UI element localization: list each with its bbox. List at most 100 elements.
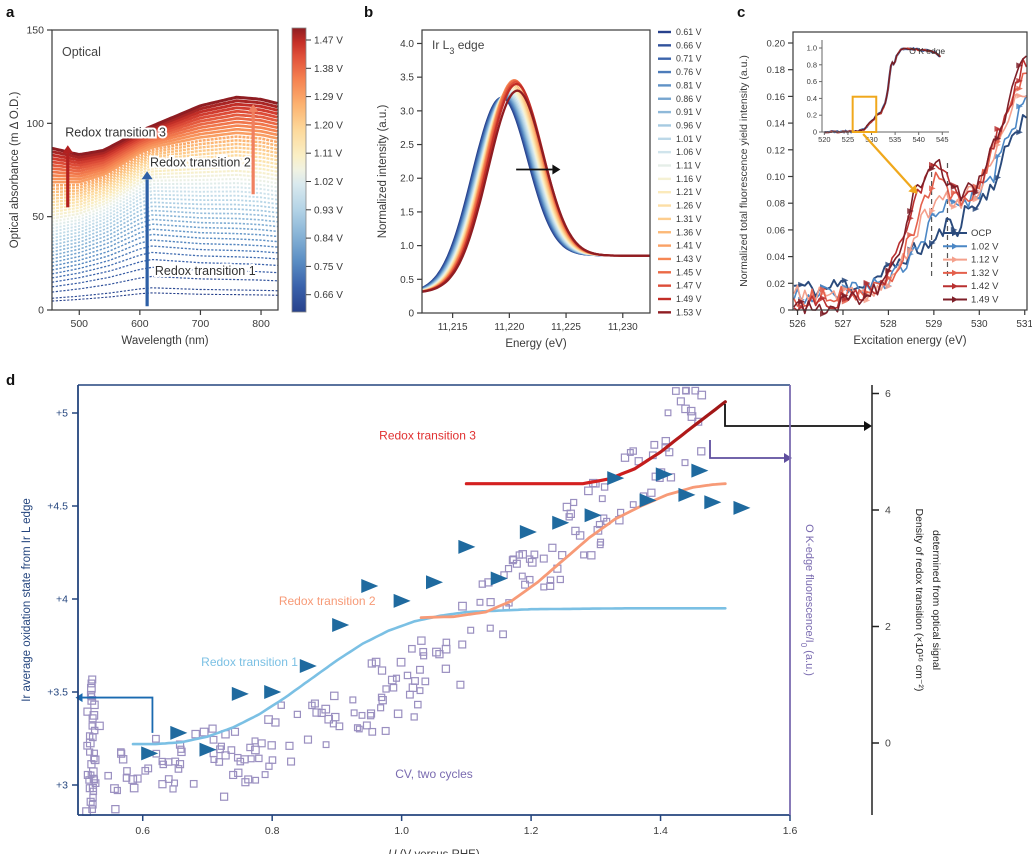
cv-point: [499, 630, 507, 639]
cv-point: [671, 387, 680, 395]
oxidation-state-point: [458, 539, 476, 554]
black-density-arrow-head: [864, 421, 872, 431]
cv-point: [247, 755, 255, 763]
annotation-cv-two-cycles: CV, two cycles: [395, 767, 473, 781]
spectrum-curve: [51, 197, 278, 240]
cv-point: [410, 713, 418, 721]
cv-point: [396, 657, 406, 667]
redox-annotation: Redox transition 3: [65, 126, 166, 140]
cv-point: [664, 409, 672, 417]
x-tick-label: 0.6: [135, 825, 150, 837]
cv-point: [151, 734, 160, 743]
colorbar-tick-label: 1.47 V: [314, 36, 343, 47]
y-tick-label: 0: [408, 309, 414, 320]
cv-point: [104, 771, 112, 780]
spectrum-curve: [51, 120, 278, 176]
cv-point: [598, 495, 606, 503]
y-tick-label: 2.0: [400, 174, 414, 185]
y-tick-label: 4.0: [400, 39, 414, 50]
x-tick-label: 531: [1016, 319, 1032, 330]
cv-point: [208, 724, 217, 733]
annotation-redox-transition-3: Redox transition 3: [379, 428, 476, 442]
curve-marker: [929, 185, 936, 192]
cv-point: [682, 387, 690, 395]
cv-point: [486, 624, 494, 632]
spectrum-curve: [51, 266, 278, 288]
spectrum-curve: [51, 218, 278, 257]
oxidation-state-point: [141, 746, 159, 761]
cv-point: [234, 768, 243, 777]
curve-marker: [972, 205, 980, 212]
panel-d-plot: Redox transition 3 Redox transition 2 Redo…: [47, 384, 872, 837]
curve-marker: [950, 189, 958, 196]
cv-point: [216, 745, 224, 754]
panel-d-oxidation-state-chart: Redox transition 3 Redox transition 2 Redo…: [21, 384, 942, 854]
inset-x-tick-label: 520: [818, 135, 831, 144]
spectrum-curve: [51, 251, 278, 279]
legend-marker: [952, 296, 958, 303]
panel-a-colorbar: 1.47 V 1.38 V 1.29 V 1.20 V 1.11 V 1.02 V 0.93…: [291, 27, 343, 313]
density-tick-label: 6: [885, 388, 891, 400]
curve-marker: [819, 286, 827, 293]
cv-point: [355, 725, 363, 733]
cv-point: [252, 776, 260, 784]
curve-marker: [994, 153, 1002, 160]
cv-point: [366, 711, 375, 720]
legend-label: 1.12 V: [971, 255, 999, 266]
legend-marker: [952, 229, 958, 237]
cv-point: [118, 755, 128, 764]
y-tick-label: 3.5: [400, 73, 414, 84]
panel-b-plot: 11,215 11,220 11,225 11,230 0 0.5 1.0 1.5 2.0 2.5…: [377, 29, 651, 350]
cv-point: [122, 774, 131, 782]
cv-point: [546, 582, 555, 590]
curve-marker: [929, 207, 936, 214]
cv-point: [600, 514, 608, 522]
curve-marker: [907, 231, 914, 238]
y-tick-label: +5: [56, 408, 68, 420]
cv-point: [117, 749, 126, 758]
x-axis-label: Energy (eV): [505, 338, 567, 350]
inset-x-tick-label: 525: [842, 135, 855, 144]
legend-label: 1.11 V: [676, 161, 701, 171]
cv-point: [381, 726, 390, 735]
cv-point: [682, 386, 690, 395]
cv-point: [86, 797, 95, 806]
cv-point: [285, 741, 294, 750]
oxidation-state-point: [393, 593, 411, 608]
oxidation-state-point: [519, 525, 537, 540]
cv-point: [91, 779, 100, 788]
inset-highlight-box: [851, 95, 878, 133]
curve-marker: [885, 261, 893, 268]
cv-point: [113, 786, 121, 795]
oxidation-state-point: [332, 618, 350, 633]
cv-point: [595, 520, 604, 529]
x-tick-label: 529: [926, 319, 943, 330]
colorbar-tick-label: 1.20 V: [314, 120, 343, 131]
panel-letter-a: a: [6, 4, 15, 21]
left-y-axis-label: Ir average oxidation state from Ir L edg…: [21, 498, 33, 702]
cv-point: [264, 715, 273, 724]
curve-marker: [1016, 92, 1023, 99]
legend-label: 0.91 V: [676, 107, 702, 117]
black-density-arrow: [724, 404, 864, 427]
y-tick-label: 0.02: [767, 279, 786, 290]
y-tick-label: 0.14: [767, 119, 786, 130]
cv-point: [324, 714, 334, 724]
cv-point: [277, 701, 285, 709]
cv-point: [458, 601, 467, 611]
cv-point: [629, 447, 637, 455]
y-tick-label: 100: [26, 118, 44, 130]
cv-point: [268, 756, 277, 764]
cv-point: [244, 775, 253, 784]
cv-point: [330, 691, 339, 701]
curve-marker: [907, 207, 914, 214]
spectrum-curve: [51, 165, 278, 213]
oxidation-state-point: [552, 515, 570, 530]
x-tick-label: 11,230: [608, 322, 638, 333]
cv-point: [681, 459, 689, 467]
cv-point: [518, 572, 526, 580]
colorbar-tick-label: 1.38 V: [314, 64, 343, 75]
cv-point: [88, 722, 96, 730]
legend-label: 1.49 V: [971, 295, 999, 306]
